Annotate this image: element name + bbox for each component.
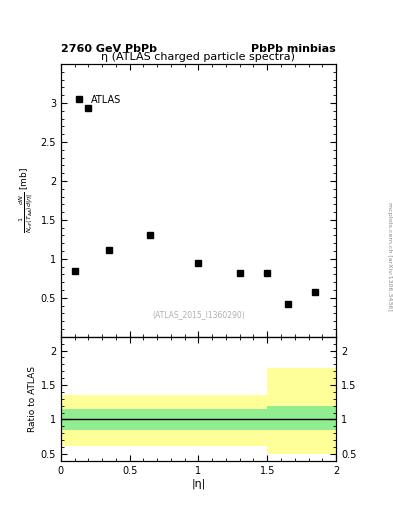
Legend: ATLAS: ATLAS: [71, 91, 125, 109]
ATLAS: [237, 270, 242, 276]
Title: η (ATLAS charged particle spectra): η (ATLAS charged particle spectra): [101, 52, 296, 62]
Y-axis label: $\frac{1}{N_{eff}\langle T_{AA}\rangle}\frac{dN}{d|\eta|}$ [mb]: $\frac{1}{N_{eff}\langle T_{AA}\rangle}\…: [18, 167, 37, 233]
Text: mcplots.cern.ch [arXiv:1306.3436]: mcplots.cern.ch [arXiv:1306.3436]: [387, 202, 391, 310]
ATLAS: [86, 105, 91, 112]
X-axis label: |η|: |η|: [191, 478, 206, 489]
ATLAS: [148, 232, 152, 239]
ATLAS: [72, 267, 77, 273]
Y-axis label: Ratio to ATLAS: Ratio to ATLAS: [28, 366, 37, 432]
ATLAS: [107, 246, 112, 252]
Text: 2760 GeV PbPb: 2760 GeV PbPb: [61, 44, 157, 54]
Text: (ATLAS_2015_I1360290): (ATLAS_2015_I1360290): [152, 310, 245, 319]
ATLAS: [313, 289, 318, 295]
ATLAS: [285, 301, 290, 307]
ATLAS: [196, 260, 201, 266]
Line: ATLAS: ATLAS: [72, 105, 318, 307]
Text: PbPb minbias: PbPb minbias: [251, 44, 336, 54]
ATLAS: [265, 270, 270, 276]
